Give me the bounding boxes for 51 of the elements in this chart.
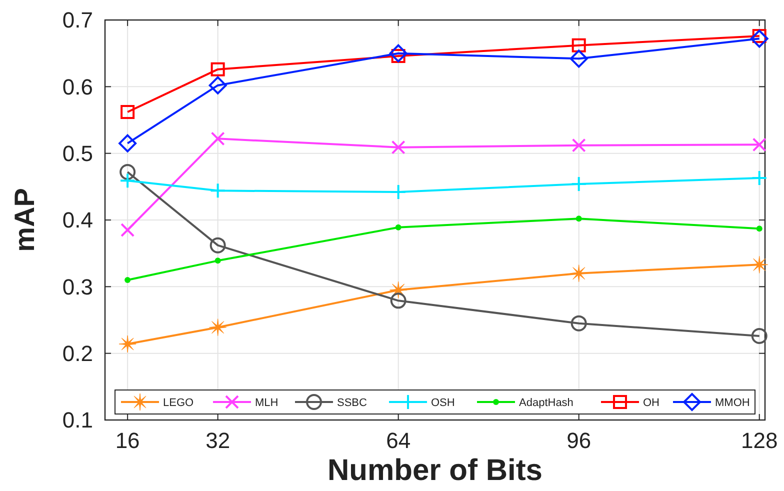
- point: [208, 76, 227, 94]
- point: [570, 50, 588, 68]
- point: [214, 258, 221, 264]
- point: [210, 62, 225, 76]
- legend-label: MLH: [255, 396, 278, 409]
- point: [751, 170, 768, 186]
- x-tick-label: 128: [741, 428, 778, 453]
- y-tick-label: 0.5: [62, 141, 93, 166]
- legend-label: MMOH: [715, 396, 750, 409]
- point: [570, 315, 587, 332]
- y-axis-title: mAP: [9, 188, 40, 252]
- y-tick-label: 0.2: [62, 341, 93, 366]
- legend-label: OH: [643, 396, 660, 409]
- point: [756, 226, 762, 232]
- point: [210, 237, 226, 254]
- point: [120, 172, 136, 189]
- legend-label: AdaptHash: [519, 396, 574, 409]
- point: [118, 134, 137, 152]
- x-tick-label: 64: [386, 428, 411, 453]
- point: [752, 138, 766, 152]
- point: [210, 132, 225, 146]
- point: [120, 105, 135, 119]
- point: [209, 318, 227, 336]
- point: [390, 292, 406, 309]
- point: [210, 182, 226, 199]
- point: [751, 328, 768, 344]
- point: [391, 140, 406, 154]
- point: [118, 335, 136, 353]
- point: [124, 277, 131, 283]
- point: [570, 176, 587, 192]
- legend-label: LEGO: [163, 396, 194, 409]
- y-tick-label: 0.6: [62, 74, 93, 100]
- point: [389, 44, 408, 62]
- y-tick-label: 0.1: [62, 408, 93, 433]
- point: [572, 138, 586, 152]
- point: [120, 164, 136, 180]
- point: [750, 30, 768, 48]
- legend-label: OSH: [431, 396, 455, 409]
- point: [120, 223, 135, 237]
- point: [390, 184, 406, 200]
- x-tick-label: 96: [566, 428, 592, 453]
- y-tick-label: 0.4: [62, 208, 93, 233]
- y-tick-label: 0.3: [62, 274, 93, 300]
- point: [395, 224, 402, 230]
- x-tick-label: 32: [206, 428, 230, 453]
- y-tick-label: 0.7: [62, 8, 93, 33]
- point: [572, 38, 586, 52]
- x-axis-title: Number of Bits: [327, 454, 543, 487]
- legend-label: SSBC: [337, 396, 368, 409]
- x-tick-label: 16: [115, 428, 140, 453]
- point: [576, 216, 582, 222]
